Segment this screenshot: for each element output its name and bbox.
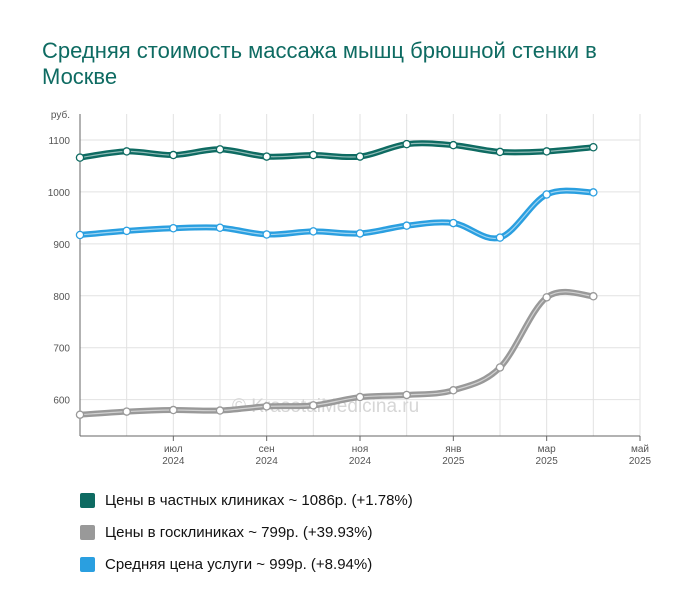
data-point-private[interactable] xyxy=(449,140,458,150)
x-tick-label-year: 2025 xyxy=(629,456,652,467)
legend-swatch-public xyxy=(80,524,95,540)
data-point-public[interactable] xyxy=(402,390,411,400)
data-point-private[interactable] xyxy=(169,150,178,160)
legend-swatch-private xyxy=(80,492,95,508)
x-tick-label-year: 2024 xyxy=(349,456,372,467)
legend-label-private: Цены в частных клиниках ~ 1086р. (+1.78%… xyxy=(105,491,413,509)
legend-item-private[interactable]: Цены в частных клиниках ~ 1086р. (+1.78%… xyxy=(80,484,413,516)
data-point-public[interactable] xyxy=(495,363,505,372)
y-tick-label: 900 xyxy=(53,240,70,251)
series-line-private xyxy=(77,140,597,161)
legend: Цены в частных клиниках ~ 1086р. (+1.78%… xyxy=(80,484,413,580)
x-tick-label-month: мар xyxy=(538,444,556,455)
y-tick-label: 700 xyxy=(53,344,70,355)
data-point-public[interactable] xyxy=(169,405,178,415)
data-point-private[interactable] xyxy=(75,153,85,162)
x-tick-label-month: сен xyxy=(259,444,275,455)
data-point-average[interactable] xyxy=(215,223,225,232)
data-point-public[interactable] xyxy=(215,406,225,415)
y-tick-label: 1000 xyxy=(48,188,71,199)
x-tick-label-month: ноя xyxy=(352,444,369,455)
data-point-average[interactable] xyxy=(589,188,598,197)
y-axis: 600 700 800 900 1000 1100 руб. xyxy=(48,109,81,436)
data-point-average[interactable] xyxy=(542,190,551,199)
x-tick-label-month: май xyxy=(631,444,649,455)
data-point-private[interactable] xyxy=(122,147,131,156)
data-point-private[interactable] xyxy=(402,139,411,149)
legend-swatch-average xyxy=(80,556,95,572)
data-point-average[interactable] xyxy=(309,227,318,236)
legend-item-public[interactable]: Цены в госклиниках ~ 799р. (+39.93%) xyxy=(80,516,413,548)
data-point-average[interactable] xyxy=(495,233,505,242)
data-point-average[interactable] xyxy=(75,230,85,240)
data-point-public[interactable] xyxy=(262,402,271,411)
data-point-average[interactable] xyxy=(355,229,365,238)
series-line-average xyxy=(77,187,597,242)
legend-item-average[interactable]: Средняя цена услуги ~ 999р. (+8.94%) xyxy=(80,548,413,580)
data-point-public[interactable] xyxy=(309,401,318,410)
grid xyxy=(79,114,641,436)
x-tick-label-month: янв xyxy=(445,444,461,455)
x-tick-label-month: июл xyxy=(164,444,183,455)
data-point-average[interactable] xyxy=(169,224,178,233)
y-tick-label: 1100 xyxy=(48,136,70,147)
data-point-public[interactable] xyxy=(122,407,131,416)
y-tick-label: 600 xyxy=(53,396,70,407)
x-tick-label-year: 2025 xyxy=(442,456,465,467)
data-point-private[interactable] xyxy=(262,152,271,161)
data-point-public[interactable] xyxy=(589,292,598,301)
data-point-average[interactable] xyxy=(122,226,131,236)
data-point-private[interactable] xyxy=(495,147,505,157)
data-point-public[interactable] xyxy=(449,386,458,395)
data-point-private[interactable] xyxy=(309,150,318,160)
y-tick-label: 800 xyxy=(53,292,70,303)
data-point-public[interactable] xyxy=(75,410,85,419)
x-tick-label-year: 2025 xyxy=(536,456,559,467)
x-axis: июл2024сен2024ноя2024янв2025мар2025май20… xyxy=(80,435,652,467)
chart-title: Средняя стоимость массажа мышц брюшной с… xyxy=(42,38,597,89)
data-point-public[interactable] xyxy=(542,293,551,302)
y-axis-unit: руб. xyxy=(51,109,70,121)
series-lines xyxy=(75,139,598,419)
data-point-private[interactable] xyxy=(542,147,551,156)
data-point-private[interactable] xyxy=(355,152,365,161)
data-point-private[interactable] xyxy=(215,145,225,154)
data-point-private[interactable] xyxy=(589,142,598,152)
legend-label-public: Цены в госклиниках ~ 799р. (+39.93%) xyxy=(105,523,373,541)
data-point-public[interactable] xyxy=(355,392,365,402)
data-point-average[interactable] xyxy=(449,218,458,228)
x-tick-label-year: 2024 xyxy=(162,456,185,467)
x-tick-label-year: 2024 xyxy=(256,456,279,467)
data-point-average[interactable] xyxy=(402,221,411,230)
legend-label-average: Средняя цена услуги ~ 999р. (+8.94%) xyxy=(105,555,373,573)
data-point-average[interactable] xyxy=(262,230,271,239)
